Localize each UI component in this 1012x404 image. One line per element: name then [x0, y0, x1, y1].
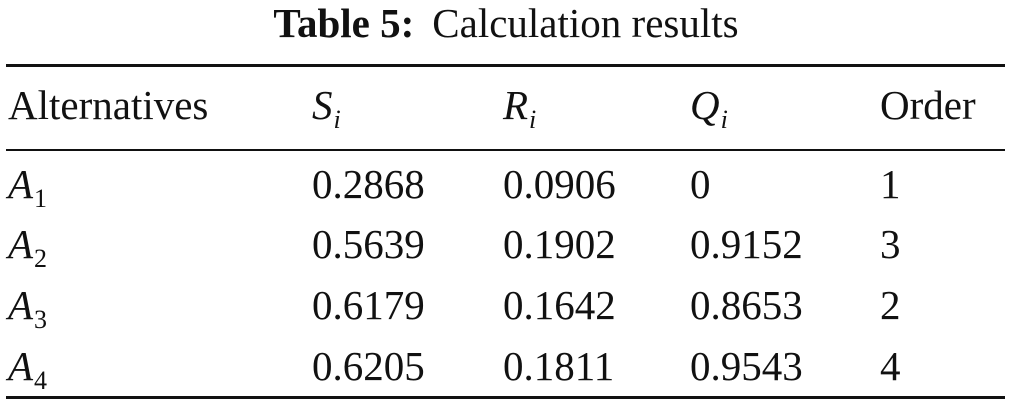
table-bottom-rule	[6, 396, 1005, 399]
q-value-cell: 0.9152	[690, 221, 803, 267]
header-r-i: Ri	[503, 82, 537, 134]
r-value-cell: 0.1811	[503, 343, 615, 389]
order-cell: 1	[880, 161, 901, 207]
s-value-cell: 0.2868	[312, 161, 425, 207]
r-value-cell: 0.1902	[503, 221, 616, 267]
order-cell: 4	[880, 343, 901, 389]
s-value-cell: 0.6179	[312, 282, 425, 328]
table-header-rule	[6, 149, 1005, 151]
q-value-cell: 0.8653	[690, 282, 803, 328]
alternative-cell: A4	[8, 343, 48, 395]
table-caption-label: Table 5:	[273, 0, 415, 46]
order-cell: 3	[880, 221, 901, 267]
header-alternatives: Alternatives	[8, 82, 209, 128]
q-value-cell: 0	[690, 161, 711, 207]
order-cell: 2	[880, 282, 901, 328]
table-caption: Table 5: Calculation results	[0, 0, 1012, 46]
alternative-cell: A2	[8, 221, 48, 273]
r-value-cell: 0.1642	[503, 282, 616, 328]
header-order: Order	[880, 82, 976, 128]
header-q-i: Qi	[690, 82, 728, 134]
alternative-cell: A3	[8, 282, 48, 334]
table-top-rule	[6, 64, 1005, 67]
r-value-cell: 0.0906	[503, 161, 616, 207]
header-s-i: Si	[312, 82, 341, 134]
alternative-cell: A1	[8, 161, 48, 213]
q-value-cell: 0.9543	[690, 343, 803, 389]
table-caption-title: Calculation results	[432, 0, 739, 46]
s-value-cell: 0.6205	[312, 343, 425, 389]
s-value-cell: 0.5639	[312, 221, 425, 267]
